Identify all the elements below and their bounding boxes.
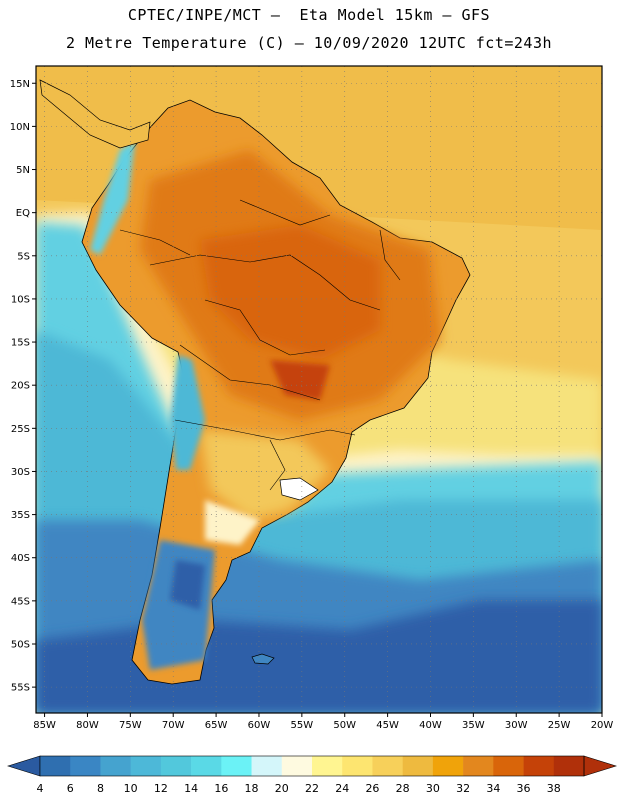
lon-tick-label: 65W	[205, 720, 228, 731]
colorbar-under-arrow	[6, 755, 41, 777]
lon-tick-label: 20W	[591, 720, 614, 731]
colorbar-outline	[39, 755, 585, 777]
colorbar-label: 38	[547, 782, 561, 795]
lat-tick-label: 25S	[11, 424, 30, 435]
colorbar-label: 12	[154, 782, 168, 795]
lat-tick-label: 50S	[11, 639, 30, 650]
chart-title: CPTEC/INPE/MCT – Eta Model 15km – GFS	[127, 6, 491, 24]
colorbar-swatch	[40, 756, 71, 776]
colorbar-label: 28	[396, 782, 410, 795]
colorbar-label: 10	[124, 782, 138, 795]
lon-tick-label: 85W	[33, 720, 56, 731]
colorbar-swatch	[70, 756, 101, 776]
map-area	[36, 66, 602, 713]
land-pale-patch	[205, 500, 260, 545]
colorbar-over-arrow	[583, 755, 618, 777]
colorbar-swatch	[100, 756, 131, 776]
longitude-axis: 85W 80W 75W 70W 65W 60W 55W 50W 45W 40W 35W 30W 25W 2…	[33, 713, 613, 731]
colorbar-swatch	[553, 756, 585, 776]
lat-tick-label: 10S	[11, 294, 30, 305]
lon-tick-label: 60W	[248, 720, 271, 731]
lat-tick-label: 5S	[17, 251, 30, 262]
lon-tick-label: 30W	[505, 720, 528, 731]
latitude-axis: 15N 10N 5N EQ 5S 10S 15S 20S 25S 30S 35S 40S 45S 50S 5…	[10, 79, 36, 694]
colorbar-swatch	[160, 756, 192, 776]
andes-central-cold	[170, 355, 205, 470]
andes-north-cold	[90, 140, 135, 255]
colorbar-label: 6	[67, 782, 74, 795]
colorbar-label: 16	[214, 782, 228, 795]
lat-tick-label: 55S	[11, 683, 30, 694]
colorbar-label: 26	[365, 782, 379, 795]
map-frame	[35, 65, 603, 714]
colorbar-swatch	[191, 756, 222, 776]
lon-tick-label: 45W	[376, 720, 399, 731]
lat-tick-label: 5N	[16, 165, 30, 176]
colorbar-swatch	[342, 756, 373, 776]
lat-tick-label: 40S	[11, 553, 30, 564]
colorbar-label: 20	[275, 782, 289, 795]
colorbar-swatch	[493, 756, 524, 776]
lon-tick-label: 40W	[419, 720, 442, 731]
rio-de-la-plata-region	[279, 477, 319, 501]
colorbar-swatch	[130, 756, 162, 776]
central-america	[39, 79, 151, 149]
colorbar-swatch	[312, 756, 343, 776]
lon-tick-label: 35W	[462, 720, 485, 731]
colorbar-label: 4	[37, 782, 44, 795]
lon-tick-label: 80W	[76, 720, 99, 731]
lat-tick-label: 45S	[11, 596, 30, 607]
land-hottest-core	[200, 225, 380, 360]
land-patagonia-cold	[170, 560, 205, 610]
colorbar-label: 30	[426, 782, 440, 795]
colorbar-swatch	[463, 756, 494, 776]
colorbar-label: 14	[184, 782, 198, 795]
lon-tick-label: 25W	[548, 720, 571, 731]
lat-tick-label: EQ	[16, 208, 30, 219]
colorbar-swatch	[402, 756, 434, 776]
colorbar-swatch	[432, 756, 464, 776]
colorbar-label: 34	[486, 782, 500, 795]
colorbar-label: 22	[305, 782, 319, 795]
lat-tick-label: 15S	[11, 338, 30, 349]
lon-tick-label: 70W	[162, 720, 185, 731]
lon-tick-label: 55W	[291, 720, 314, 731]
colorbar: 4 6 8 10 12 14 16 18 20 22 24 26 28 30 32 34 36 38	[6, 755, 618, 795]
land-hotspot	[270, 360, 330, 400]
falkland-islands	[251, 653, 275, 665]
lat-tick-label: 20S	[11, 381, 30, 392]
colorbar-label: 36	[517, 782, 531, 795]
colorbar-swatch	[523, 756, 555, 776]
colorbar-label: 8	[97, 782, 104, 795]
colorbar-label: 32	[456, 782, 470, 795]
lon-tick-label: 75W	[119, 720, 142, 731]
colorbar-swatch	[221, 756, 252, 776]
chart-subtitle: 2 Metre Temperature (C) – 10/09/2020 12U…	[65, 34, 553, 52]
colorbar-label: 24	[335, 782, 349, 795]
colorbar-label: 18	[245, 782, 259, 795]
country-borders	[119, 199, 401, 491]
lat-tick-label: 35S	[11, 510, 30, 521]
lat-tick-label: 10N	[10, 122, 30, 133]
lat-tick-label: 30S	[11, 467, 30, 478]
lon-tick-label: 50W	[333, 720, 356, 731]
colorbar-swatch	[251, 756, 283, 776]
colorbar-swatch	[372, 756, 403, 776]
lat-tick-label: 15N	[10, 79, 30, 90]
colorbar-swatch	[281, 756, 313, 776]
